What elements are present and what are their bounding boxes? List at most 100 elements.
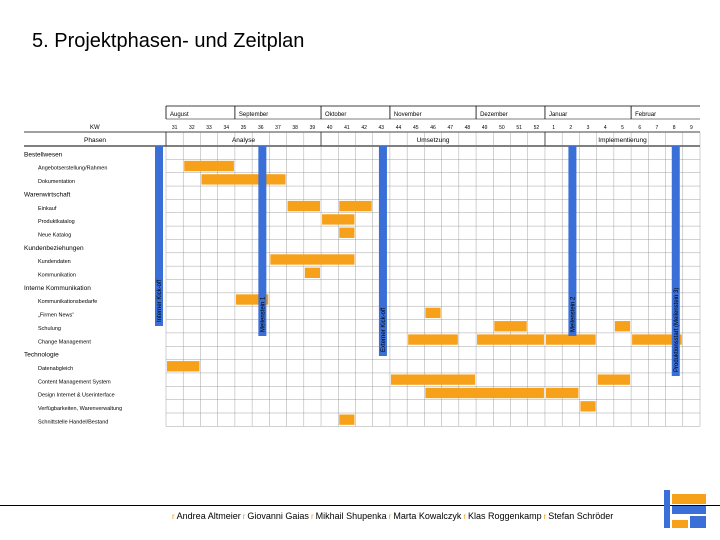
task-bar <box>235 294 269 305</box>
week-label: 41 <box>344 125 350 131</box>
week-label: 52 <box>534 125 540 131</box>
phase-label: Umsetzung <box>417 137 450 144</box>
month-label: November <box>394 112 422 118</box>
row-label: Content Management System <box>38 379 111 385</box>
task-bar <box>270 254 355 265</box>
milestone-label: Meilenstein 2 <box>570 296 576 332</box>
week-label: 34 <box>224 125 230 131</box>
week-label: 9 <box>690 125 693 131</box>
week-label: 1 <box>552 125 555 131</box>
task-bar <box>614 321 631 332</box>
footer-separator: r <box>242 512 246 521</box>
task-bar <box>580 401 596 412</box>
task-bar <box>425 307 441 319</box>
milestone-bar <box>568 146 577 336</box>
week-label: 50 <box>499 125 505 131</box>
project-logo <box>664 490 706 528</box>
week-label: 3 <box>587 125 590 131</box>
slide-title: 5. Projektphasen- und Zeitplan <box>32 30 305 52</box>
week-label: 44 <box>396 125 402 131</box>
task-bar <box>201 174 286 185</box>
task-bar <box>597 374 631 385</box>
phase-label: Analyse <box>232 137 256 144</box>
phase-label: Implementierung <box>598 137 647 144</box>
task-bar <box>632 334 682 345</box>
row-label: Produktkatalog <box>38 219 75 225</box>
row-label: Schnittstelle Handel/Bestand <box>38 419 108 425</box>
author-name: Andrea Altmeier <box>176 511 241 521</box>
week-label: 49 <box>482 125 488 131</box>
week-label: 4 <box>604 125 607 131</box>
week-label: 35 <box>241 125 247 131</box>
row-label: Change Management <box>38 339 91 345</box>
task-bar <box>304 267 321 278</box>
kw-label: KW <box>90 125 100 131</box>
footer-separator: r <box>543 512 547 521</box>
milestone-bar <box>155 146 163 326</box>
task-bar <box>408 334 458 345</box>
task-bars <box>167 160 682 425</box>
week-label: 40 <box>327 125 333 131</box>
grid-lines <box>24 105 701 427</box>
task-bar <box>390 374 476 385</box>
row-label: Kommunikation <box>38 273 76 279</box>
section-title: Warenwirtschaft <box>24 191 71 198</box>
row-label: Dokumentation <box>38 179 75 185</box>
task-bar <box>287 200 321 212</box>
milestone-bar <box>378 146 387 356</box>
section-title: Kundenbeziehungen <box>24 245 84 252</box>
month-label: September <box>239 112 268 118</box>
week-label: 46 <box>430 125 436 131</box>
row-label: Einkauf <box>38 206 57 212</box>
week-label: 33 <box>206 125 212 131</box>
task-bar <box>339 200 372 212</box>
footer-separator: r <box>463 512 467 521</box>
task-bar <box>545 387 579 399</box>
author-name: Stefan Schröder <box>548 511 614 521</box>
row-label: Kommunikationsbedarfe <box>38 299 97 305</box>
week-label: 47 <box>447 125 453 131</box>
author-name: Klas Roggenkamp <box>468 511 542 521</box>
footer-authors: r Andrea Altmeier r Giovanni Gaias r Mikhail … <box>170 511 613 521</box>
section-title: Interne Kommunikation <box>24 285 91 292</box>
task-bar <box>339 414 355 425</box>
row-label: Angebotserstellung/Rahmen <box>38 166 107 172</box>
month-label: Dezember <box>480 112 508 118</box>
milestone-bars: Interner Kick-off Meilenstein 1 Externer K… <box>155 146 680 376</box>
row-label: „Firmen News“ <box>38 313 74 319</box>
month-label: Oktober <box>325 112 346 118</box>
row-label: Datenabgleich <box>38 366 73 372</box>
week-label: 39 <box>310 125 316 131</box>
week-label: 32 <box>189 125 195 131</box>
row-label: Verfügbarkeiten, Warenverwaltung <box>38 406 122 412</box>
week-label: 36 <box>258 125 264 131</box>
row-label: Kundendaten <box>38 259 71 265</box>
author-name: Mikhail Shupenka <box>315 511 387 521</box>
week-label: 5 <box>621 125 624 131</box>
milestone-bar <box>671 146 680 376</box>
row-label: Design Internet & Userinterface <box>38 393 115 399</box>
task-bar <box>545 334 596 345</box>
task-bar <box>425 387 544 399</box>
month-label: August <box>170 112 189 118</box>
milestone-label: Externer Kick-off <box>381 307 387 352</box>
section-title: Technologie <box>24 352 59 359</box>
month-label: Februar <box>635 112 656 118</box>
month-label: Januar <box>549 112 567 118</box>
week-label: 42 <box>361 125 367 131</box>
week-label: 45 <box>413 125 419 131</box>
task-bar <box>167 361 200 372</box>
task-bar <box>494 321 527 332</box>
milestone-label: Produktionsstart (Meilenstein 3) <box>674 288 680 372</box>
week-label: 31 <box>172 125 178 131</box>
week-label: 43 <box>379 125 385 131</box>
footer-separator: r <box>310 512 314 521</box>
section-title: Bestellwesen <box>24 151 63 158</box>
row-label: Schulung <box>38 326 61 332</box>
task-bar <box>339 227 355 238</box>
milestone-bar <box>258 146 267 336</box>
week-label: 38 <box>292 125 298 131</box>
footer-divider <box>0 505 720 506</box>
footer-separator: r <box>172 512 175 521</box>
